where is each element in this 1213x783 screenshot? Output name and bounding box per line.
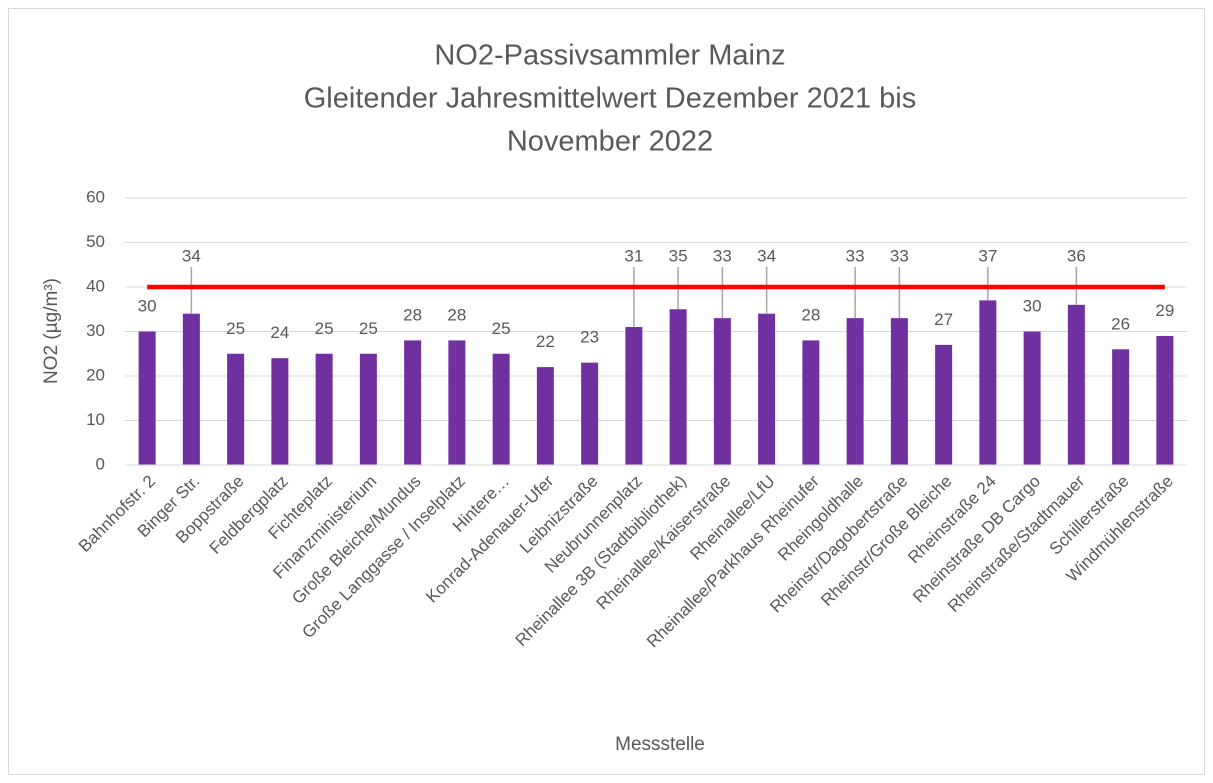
data-label: 28 xyxy=(801,305,820,324)
data-label: 24 xyxy=(270,323,289,342)
chart-title: NO2-Passivsammler Mainz xyxy=(434,40,785,72)
bar xyxy=(979,300,997,465)
bar xyxy=(182,313,200,465)
y-axis-title: NO2 (µg/m³) xyxy=(41,278,62,384)
chart-frame xyxy=(8,8,1205,775)
data-label: 34 xyxy=(182,246,201,265)
data-label: 33 xyxy=(890,246,909,265)
bar xyxy=(802,340,820,465)
data-label: 33 xyxy=(713,246,732,265)
data-label: 26 xyxy=(1111,314,1130,333)
data-label: 27 xyxy=(934,310,953,329)
data-label: 25 xyxy=(492,319,511,338)
bar xyxy=(1023,331,1041,465)
bar xyxy=(227,353,245,465)
bar xyxy=(713,318,731,465)
bar xyxy=(448,340,466,465)
data-label: 25 xyxy=(315,319,334,338)
bar xyxy=(404,340,422,465)
y-tick-label: 60 xyxy=(86,187,105,206)
bar xyxy=(315,353,333,465)
y-tick-label: 0 xyxy=(96,454,105,473)
data-label: 30 xyxy=(138,297,157,316)
bar xyxy=(935,344,953,465)
data-label: 33 xyxy=(846,246,865,265)
data-label: 35 xyxy=(669,246,688,265)
data-label: 31 xyxy=(624,246,643,265)
data-label: 28 xyxy=(403,305,422,324)
y-tick-label: 10 xyxy=(86,410,105,429)
data-label: 34 xyxy=(757,246,776,265)
data-label: 25 xyxy=(226,319,245,338)
chart-title: November 2022 xyxy=(507,126,713,158)
bar xyxy=(625,327,643,465)
y-tick-label: 20 xyxy=(86,365,105,384)
bar xyxy=(138,331,156,465)
data-label: 22 xyxy=(536,332,555,351)
bar xyxy=(1156,335,1174,465)
bar xyxy=(359,353,377,465)
chart-title: Gleitender Jahresmittelwert Dezember 202… xyxy=(304,83,917,115)
data-label: 29 xyxy=(1155,301,1174,320)
bar xyxy=(758,313,776,465)
bar xyxy=(890,318,908,465)
bar xyxy=(271,358,289,465)
bar xyxy=(492,353,510,465)
bar xyxy=(669,309,687,465)
y-tick-label: 30 xyxy=(86,321,105,340)
data-label: 37 xyxy=(978,246,997,265)
data-label: 23 xyxy=(580,328,599,347)
y-tick-label: 40 xyxy=(86,276,105,295)
data-label: 28 xyxy=(447,305,466,324)
bar xyxy=(846,318,864,465)
x-axis-title: Messstelle xyxy=(615,734,705,755)
y-tick-label: 50 xyxy=(86,232,105,251)
data-label: 30 xyxy=(1023,297,1042,316)
data-label: 25 xyxy=(359,319,378,338)
bar xyxy=(1112,349,1130,465)
bar xyxy=(1067,304,1085,465)
data-label: 36 xyxy=(1067,246,1086,265)
bar xyxy=(536,367,554,465)
bar xyxy=(581,362,599,465)
